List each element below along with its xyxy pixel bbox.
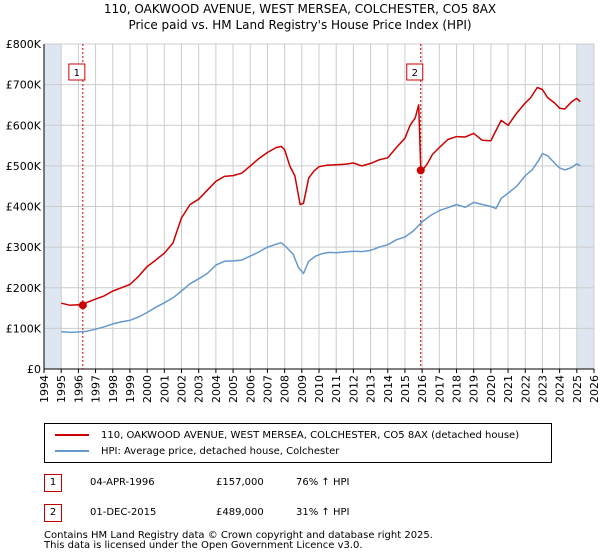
sale-row: 2 01-DEC-2015 £489,000 31% ↑ HPI [44,504,464,524]
x-tick-label: 2024 [554,375,567,403]
x-tick-label: 2015 [399,375,412,403]
sale-row: 1 04-APR-1996 £157,000 76% ↑ HPI [44,474,464,494]
footer-attribution: Contains HM Land Registry data © Crown c… [44,531,433,551]
x-tick-label: 2010 [313,375,326,403]
x-tick-label: 2013 [365,375,378,403]
x-tick-label: 1996 [72,375,85,403]
chart-legend: 110, OAKWOOD AVENUE, WEST MERSEA, COLCHE… [44,423,552,463]
y-tick-label: £700K [6,79,42,92]
legend-item-price: 110, OAKWOOD AVENUE, WEST MERSEA, COLCHE… [55,428,519,442]
x-tick-label: 1994 [38,375,51,403]
x-tick-label: 2001 [158,375,171,403]
x-tick-label: 2011 [330,375,343,403]
x-tick-label: 2000 [141,375,154,403]
chart-subtitle: Price paid vs. HM Land Registry's House … [128,18,472,32]
sale-date: 01-DEC-2015 [90,507,157,518]
legend-swatch-hpi [55,450,89,452]
legend-label-hpi: HPI: Average price, detached house, Colc… [101,445,340,457]
x-tick-label: 2006 [244,375,257,403]
sale-point [416,166,425,175]
sale-price: £489,000 [216,507,264,518]
hpi-line [61,152,581,334]
x-tick-label: 2018 [451,375,464,403]
price-paid-line [61,86,581,306]
sale-marker-label: 1 [74,68,80,79]
x-tick-label: 1995 [55,375,68,403]
sale-marker-box [68,63,86,81]
x-tick-label: 2009 [296,375,309,403]
sale-hpi-change: 31% ↑ HPI [296,507,350,518]
x-tick-label: 1999 [124,375,137,403]
x-tick-label: 2014 [382,375,395,403]
x-tick-label: 2017 [433,375,446,403]
y-tick-label: £500K [6,160,42,173]
x-tick-label: 2012 [347,375,360,403]
sale-price: £157,000 [216,477,264,488]
x-tick-label: 2026 [588,375,600,403]
sale-point [78,301,87,310]
y-tick-label: £300K [6,241,42,254]
x-tick-label: 2019 [468,375,481,403]
x-tick-label: 2008 [279,375,292,403]
chart-title: 110, OAKWOOD AVENUE, WEST MERSEA, COLCHE… [103,2,497,16]
legend-swatch-price [55,434,89,436]
legend-item-hpi: HPI: Average price, detached house, Colc… [55,444,339,458]
y-tick-label: £400K [6,201,42,214]
sale-number-badge: 2 [44,504,62,522]
y-tick-label: £600K [6,119,42,132]
x-tick-label: 2025 [571,375,584,403]
x-tick-label: 2007 [261,375,274,403]
x-tick-label: 2023 [536,375,549,403]
x-tick-label: 2002 [176,375,189,403]
x-tick-label: 1998 [107,375,120,403]
y-tick-label: £800K [6,38,42,51]
x-tick-label: 2016 [416,375,429,403]
x-tick-label: 1997 [90,375,103,403]
x-tick-label: 2003 [193,375,206,403]
sale-hpi-change: 76% ↑ HPI [296,477,350,488]
sale-marker-box [406,63,424,81]
footer-line: This data is licensed under the Open Gov… [44,540,363,551]
x-tick-label: 2005 [227,375,240,403]
x-tick-label: 2020 [485,375,498,403]
y-tick-label: £0 [27,363,41,376]
x-tick-label: 2022 [519,375,532,403]
x-tick-label: 2004 [210,375,223,403]
price-chart: £0 £100K £200K £300K £400K £500K £600K £700K £80… [6,38,600,403]
x-tick-label: 2021 [502,375,515,403]
sale-number-badge: 1 [44,474,62,492]
sale-date: 04-APR-1996 [90,477,155,488]
y-tick-label: £100K [6,322,42,335]
footer-line: Contains HM Land Registry data © Crown c… [44,530,433,541]
y-tick-label: £200K [6,282,42,295]
legend-label-price: 110, OAKWOOD AVENUE, WEST MERSEA, COLCHE… [101,429,520,441]
sale-marker-label: 2 [412,68,418,79]
